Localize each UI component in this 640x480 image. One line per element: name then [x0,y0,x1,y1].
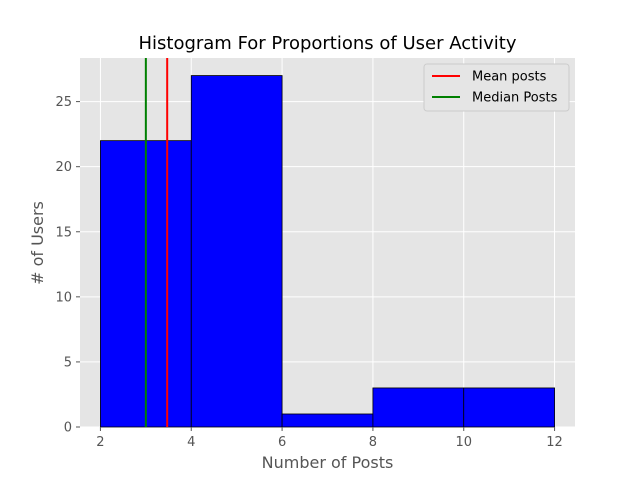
x-tick-label: 8 [369,435,377,450]
histogram-bar [372,387,465,428]
chart-title: Histogram For Proportions of User Activi… [138,33,516,54]
legend-box [423,63,570,112]
y-axis-ticks: 0 5 10 15 20 25 [55,95,80,436]
x-axis-ticks: 2 4 6 8 10 12 [96,427,563,450]
reference-lines [144,58,169,427]
x-tick-label: 6 [278,435,286,450]
y-tick-label: 0 [64,421,72,436]
y-tick-label: 5 [64,355,72,370]
legend-label: Mean posts [472,70,547,85]
legend-label: Median Posts [472,91,558,106]
histogram-bar [190,75,283,428]
histogram-bar [281,413,374,428]
x-tick-label: 10 [455,435,472,450]
x-axis-label: Number of Posts [262,453,394,472]
x-tick-label: 2 [96,435,104,450]
legend: Mean posts Median Posts [423,63,570,112]
y-tick-label: 20 [55,160,72,175]
y-axis-label: # of Users [28,201,47,285]
x-tick-label: 4 [187,435,195,450]
x-tick-label: 12 [546,435,563,450]
y-tick-label: 15 [55,225,72,240]
y-tick-label: 25 [55,95,72,110]
histogram-bar [463,387,555,428]
y-tick-label: 10 [55,290,72,305]
